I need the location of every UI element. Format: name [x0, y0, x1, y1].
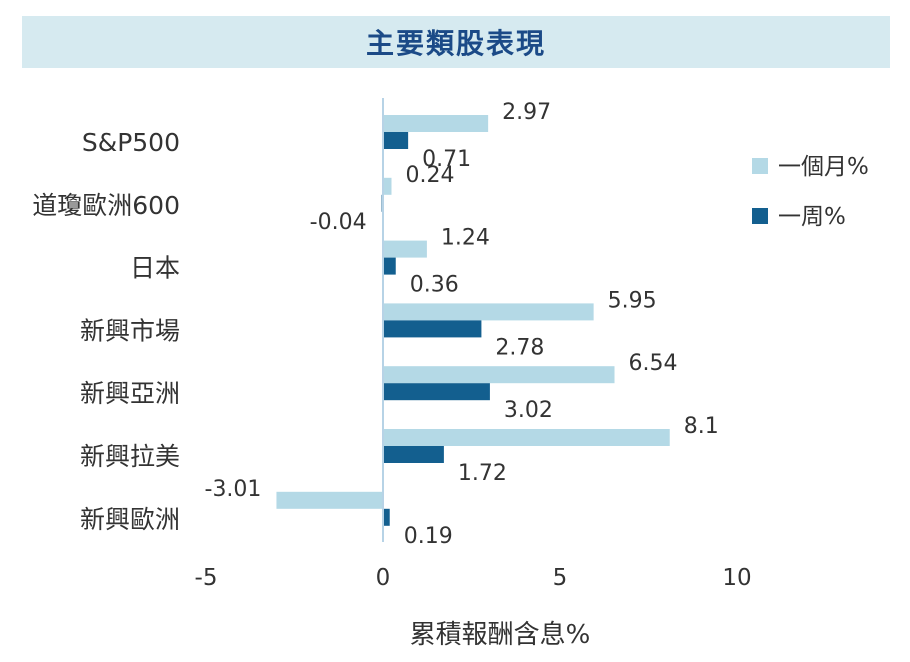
- data-label: -0.04: [310, 210, 367, 235]
- x-tick-label: -5: [195, 565, 218, 591]
- category-label: 新興拉美: [80, 442, 180, 471]
- bar-month: [276, 491, 383, 509]
- category-label: 道瓊歐洲600: [32, 191, 180, 220]
- chart-title: 主要類股表現: [365, 27, 546, 60]
- legend-label: 一周%: [778, 204, 846, 230]
- data-label: 0.19: [404, 524, 453, 549]
- x-tick-label: 5: [553, 565, 568, 591]
- x-axis-label: 累積報酬含息%: [410, 620, 591, 650]
- x-tick-label: 0: [376, 565, 391, 591]
- bar-month: [383, 240, 427, 258]
- data-label: 1.72: [458, 461, 507, 486]
- legend-label: 一個月%: [778, 154, 869, 180]
- category-label: 新興亞洲: [80, 379, 180, 408]
- bar-week: [383, 257, 396, 275]
- data-label: 1.24: [441, 226, 490, 251]
- chart-title-bar: 主要類股表現: [22, 16, 890, 68]
- bar-week: [383, 132, 409, 149]
- legend-swatch: [752, 158, 768, 174]
- data-label: 8.1: [684, 414, 719, 439]
- bar-week: [383, 508, 390, 526]
- bar-week: [383, 320, 482, 338]
- labels-group: S&P500 2.97 0.71 道瓊歐洲600 0.24 -0.04 日本 1.24 0.36…: [32, 100, 751, 591]
- data-label: 6.54: [629, 351, 678, 376]
- bar-week: [383, 446, 444, 463]
- category-label: S&P500: [82, 128, 180, 157]
- legend-swatch: [752, 208, 768, 224]
- data-label: 0.71: [422, 147, 471, 172]
- category-label: 新興歐洲: [80, 505, 180, 534]
- data-label: 3.02: [504, 398, 553, 423]
- data-label: 5.95: [608, 288, 657, 313]
- data-label: -3.01: [205, 477, 262, 502]
- bar-month: [383, 366, 615, 384]
- bars-group: [276, 115, 670, 526]
- bar-month: [383, 429, 670, 446]
- data-label: 2.78: [495, 335, 544, 360]
- bar-month: [383, 115, 489, 132]
- legend: 一個月% 一周%: [752, 154, 869, 230]
- category-label: 日本: [130, 254, 180, 283]
- category-label: 新興市場: [80, 316, 180, 345]
- bar-week: [383, 383, 490, 401]
- data-label: 0.36: [410, 273, 459, 298]
- x-tick-label: 10: [722, 565, 751, 591]
- data-label: 2.97: [502, 100, 551, 125]
- data-label: 0.24: [405, 163, 454, 188]
- bar-month: [383, 303, 594, 321]
- bar-month: [383, 177, 392, 195]
